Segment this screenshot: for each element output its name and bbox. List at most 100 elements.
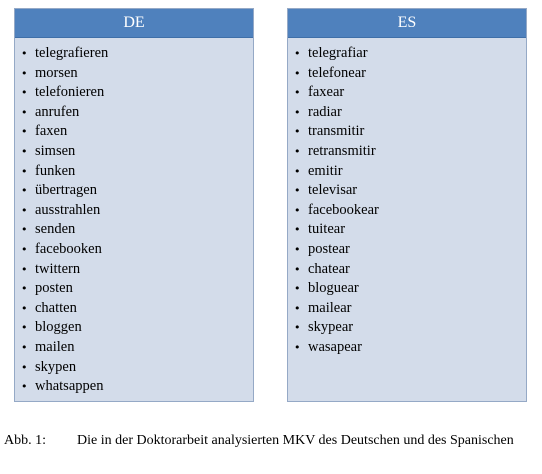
list-item: • chatear: [294, 260, 526, 280]
verb-label: facebooken: [35, 240, 102, 257]
verb-label: postear: [308, 240, 350, 257]
verb-label: posten: [35, 280, 73, 297]
bullet-icon: •: [21, 380, 28, 394]
verb-label: ausstrahlen: [35, 201, 101, 218]
bullet-icon: •: [21, 125, 28, 139]
de-verb-list: • telegrafieren • morsen • telefonieren • anruf…: [15, 38, 253, 397]
list-item: • posten: [21, 279, 253, 299]
bullet-icon: •: [294, 242, 301, 256]
es-verb-list: • telegrafiar • telefonear • faxear • radiar • tr…: [288, 38, 526, 358]
bullet-icon: •: [21, 86, 28, 100]
bullet-icon: •: [21, 105, 28, 119]
list-item: • whatsappen: [21, 377, 253, 397]
list-item: • facebooken: [21, 240, 253, 260]
verb-label: televisar: [308, 182, 358, 199]
bullet-icon: •: [294, 144, 301, 158]
list-item: • mailear: [294, 299, 526, 319]
list-item: • wasapear: [294, 338, 526, 358]
list-item: • telefonieren: [21, 83, 253, 103]
list-item: • simsen: [21, 142, 253, 162]
verb-label: skypen: [35, 358, 77, 375]
list-item: • facebookear: [294, 201, 526, 221]
list-item: • ausstrahlen: [21, 201, 253, 221]
verb-label: bloguear: [308, 280, 359, 297]
list-item: • morsen: [21, 64, 253, 84]
bullet-icon: •: [294, 105, 301, 119]
verb-label: telefonieren: [35, 84, 105, 101]
list-item: • faxen: [21, 122, 253, 142]
bullet-icon: •: [294, 301, 301, 315]
verb-label: mailear: [308, 299, 352, 316]
list-item: • faxear: [294, 83, 526, 103]
list-item: • telegrafieren: [21, 44, 253, 64]
verb-label: retransmitir: [308, 142, 376, 159]
verb-label: emitir: [308, 162, 343, 179]
bullet-icon: •: [21, 184, 28, 198]
list-item: • bloggen: [21, 318, 253, 338]
bullet-icon: •: [294, 47, 301, 60]
list-item: • tuitear: [294, 220, 526, 240]
bullet-icon: •: [294, 184, 301, 198]
verb-label: chatear: [308, 260, 350, 277]
list-item: • televisar: [294, 181, 526, 201]
bullet-icon: •: [294, 340, 301, 354]
bullet-icon: •: [294, 282, 301, 296]
list-item: • emitir: [294, 162, 526, 182]
bullet-icon: •: [21, 262, 28, 276]
verb-label: twittern: [35, 260, 81, 277]
list-item: • übertragen: [21, 181, 253, 201]
list-item: • telegrafiar: [294, 44, 526, 64]
list-item: • skypear: [294, 318, 526, 338]
caption-label: Abb. 1:: [4, 433, 46, 448]
bullet-icon: •: [294, 164, 301, 178]
list-item: • senden: [21, 220, 253, 240]
bullet-icon: •: [294, 262, 301, 276]
verb-label: chatten: [35, 299, 77, 316]
bullet-icon: •: [21, 321, 28, 335]
verb-label: facebookear: [308, 201, 379, 218]
bullet-icon: •: [21, 282, 28, 296]
verb-label: wasapear: [308, 338, 362, 355]
verb-label: senden: [35, 221, 76, 238]
bullet-icon: •: [294, 125, 301, 139]
verb-label: transmitir: [308, 123, 365, 140]
list-item: • anrufen: [21, 103, 253, 123]
bullet-icon: •: [21, 66, 28, 80]
list-item: • skypen: [21, 358, 253, 378]
bullet-icon: •: [21, 340, 28, 354]
bullet-icon: •: [294, 203, 301, 217]
list-item: • chatten: [21, 299, 253, 319]
list-item: • transmitir: [294, 122, 526, 142]
bullet-icon: •: [21, 47, 28, 60]
list-item: • bloguear: [294, 279, 526, 299]
verb-label: bloggen: [35, 319, 82, 336]
verb-label: übertragen: [35, 182, 97, 199]
bullet-icon: •: [21, 164, 28, 178]
verb-label: simsen: [35, 142, 76, 159]
verb-label: mailen: [35, 338, 75, 355]
verb-label: telegrafieren: [35, 45, 109, 61]
es-header: ES: [288, 9, 526, 38]
caption-text: Die in der Doktorarbeit analysierten MKV…: [77, 433, 514, 448]
bullet-icon: •: [21, 360, 28, 374]
verb-label: skypear: [308, 319, 354, 336]
list-item: • mailen: [21, 338, 253, 358]
verb-label: anrufen: [35, 103, 80, 120]
list-item: • radiar: [294, 103, 526, 123]
bullet-icon: •: [21, 301, 28, 315]
verb-label: whatsappen: [35, 378, 104, 395]
verb-label: morsen: [35, 64, 78, 81]
de-verb-box: DE • telegrafieren • morsen • telefonieren • an…: [14, 8, 254, 402]
list-item: • retransmitir: [294, 142, 526, 162]
verb-label: telefonear: [308, 64, 366, 81]
verb-label: radiar: [308, 103, 342, 120]
bullet-icon: •: [21, 223, 28, 237]
list-item: • twittern: [21, 260, 253, 280]
verb-label: faxen: [35, 123, 68, 140]
de-header: DE: [15, 9, 253, 38]
bullet-icon: •: [294, 66, 301, 80]
bullet-icon: •: [294, 321, 301, 335]
verb-label: funken: [35, 162, 76, 179]
list-item: • funken: [21, 162, 253, 182]
verb-label: tuitear: [308, 221, 346, 238]
